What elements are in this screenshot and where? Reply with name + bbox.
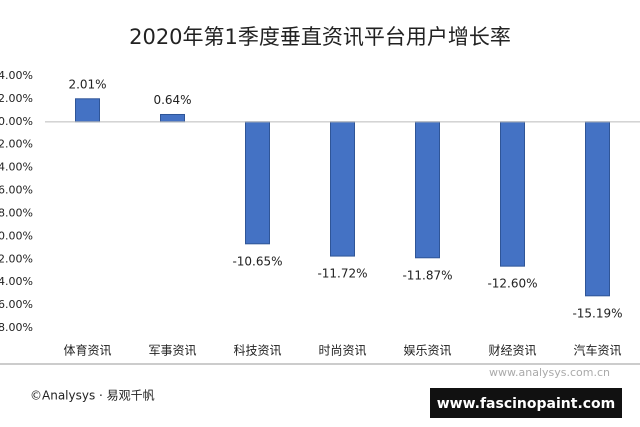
data-label: 0.64%: [153, 93, 191, 107]
y-tick-label: 4.00%: [0, 69, 33, 82]
x-tick-label: 时尚资讯: [318, 344, 366, 358]
watermark-box: [430, 388, 622, 418]
data-label: -12.60%: [487, 277, 537, 291]
x-tick-label: 科技资讯: [233, 344, 281, 358]
y-tick-label: -2.00%: [0, 138, 33, 151]
x-tick-label: 军事资讯: [148, 344, 196, 358]
y-tick-label: -8.00%: [0, 206, 33, 219]
watermark: www.fascinopaint.com: [437, 396, 616, 412]
website: www.analysys.com.cn: [489, 366, 610, 379]
source: ©Analysys · 易观千帆: [30, 388, 155, 403]
bar: [160, 113, 185, 123]
y-tick-label: -4.00%: [0, 161, 33, 174]
y-tick-label: -10.00%: [0, 229, 33, 242]
data-label: -11.87%: [402, 268, 452, 282]
bar: [500, 121, 525, 267]
data-label: -15.19%: [572, 306, 622, 320]
bar: [415, 121, 440, 259]
data-label: -10.65%: [232, 254, 282, 268]
x-tick-label: 体育资讯: [63, 343, 111, 358]
y-tick-label: -14.00%: [0, 275, 33, 288]
chart-title: 2020年第1季度垂直资讯平台用户增长率: [129, 25, 511, 49]
bar: [585, 121, 610, 297]
y-tick-label: -16.00%: [0, 298, 33, 311]
y-tick-label: 0.00%: [0, 115, 33, 128]
data-label: -11.72%: [317, 267, 367, 281]
y-tick-label: 2.00%: [0, 92, 33, 105]
bar: [330, 121, 355, 257]
bar: [75, 98, 100, 123]
y-tick-label: -6.00%: [0, 184, 33, 197]
data-label: 2.01%: [68, 77, 106, 91]
x-tick-label: 财经资讯: [488, 344, 536, 358]
y-tick-label: -18.00%: [0, 321, 33, 334]
bar: [245, 121, 270, 245]
y-tick-label: -12.00%: [0, 252, 33, 265]
x-tick-label: 汽车资讯: [573, 343, 621, 358]
x-tick-label: 娱乐资讯: [403, 344, 451, 358]
